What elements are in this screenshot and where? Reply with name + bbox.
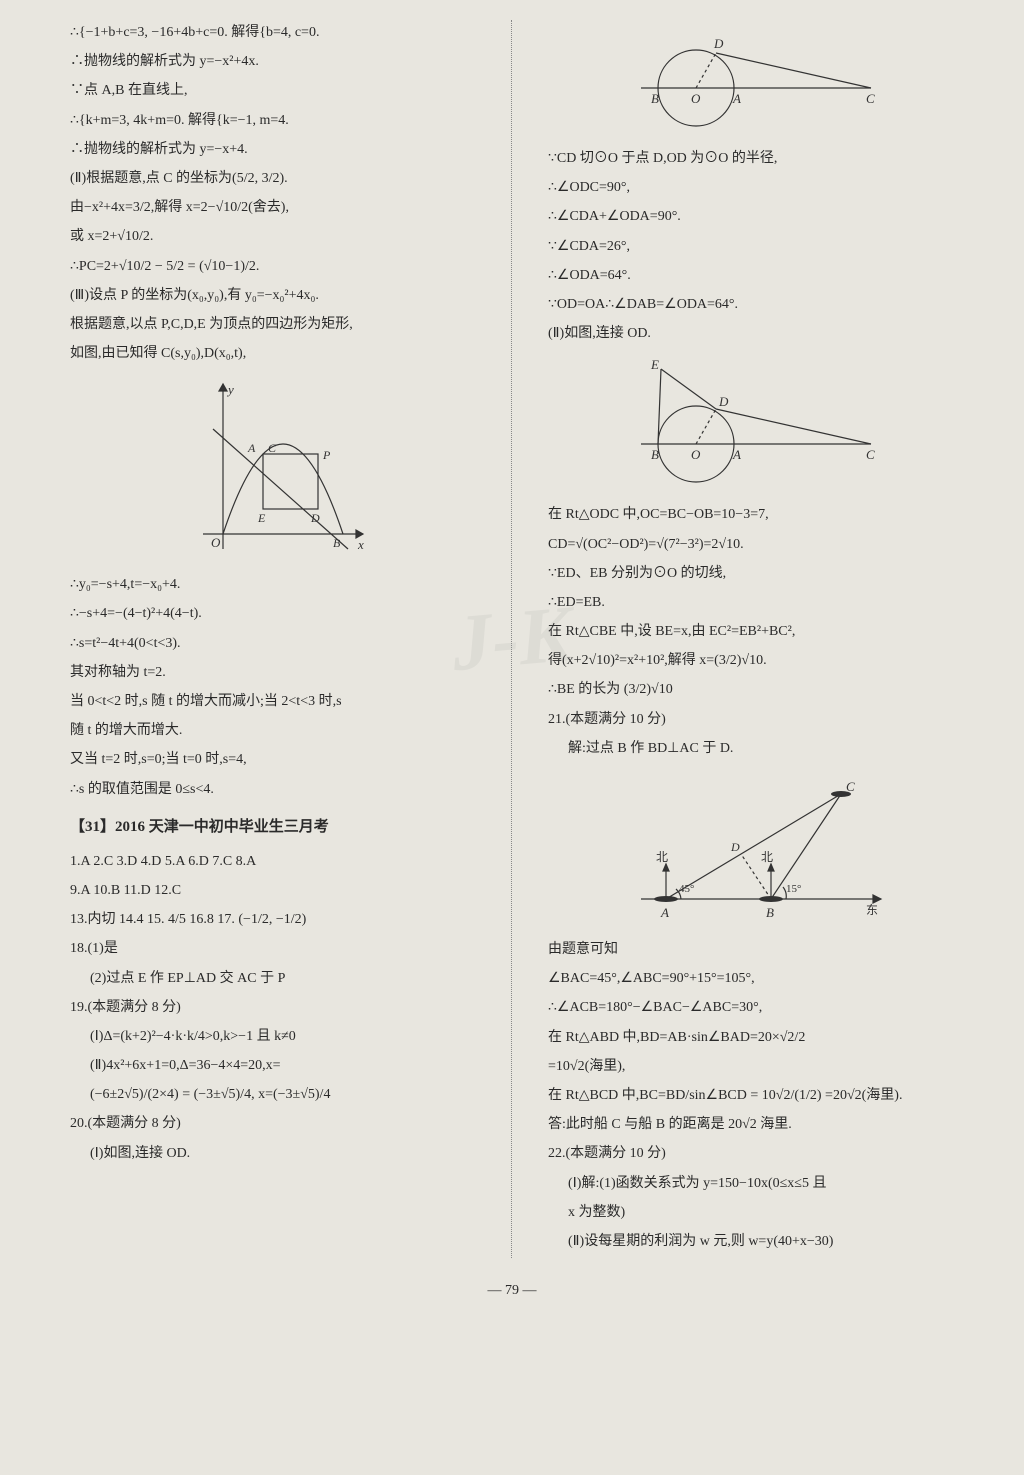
text-line: 解:过点 B 作 BD⊥AC 于 D. — [548, 736, 954, 761]
text-line: 根据题意,以点 P,C,D,E 为顶点的四边形为矩形, — [70, 312, 476, 337]
svg-text:A: A — [732, 91, 741, 106]
text-line: ∴∠CDA+∠ODA=90°. — [548, 204, 954, 229]
svg-text:北: 北 — [656, 850, 668, 864]
text-line: 18.(1)是 — [70, 936, 476, 961]
text-line: ∵点 A,B 在直线上, — [70, 78, 476, 103]
svg-text:45°: 45° — [679, 883, 694, 895]
text-line: ∴ED=EB. — [548, 590, 954, 615]
text-line: (−6±2√5)/(2×4) = (−3±√5)/4, x=(−3±√5)/4 — [70, 1082, 476, 1107]
text-line: ∵∠CDA=26°, — [548, 234, 954, 259]
text-line: ∴PC=2+√10/2 − 5/2 = (√10−1)/2. — [70, 254, 476, 279]
svg-text:C: C — [866, 91, 875, 106]
text-line: 或 x=2+√10/2. — [70, 224, 476, 249]
svg-text:C: C — [866, 447, 875, 462]
text-line: ∴BE 的长为 (3/2)√10 — [548, 677, 954, 702]
text-line: ∵ED、EB 分别为⊙O 的切线, — [548, 561, 954, 586]
text-line: 由题意可知 — [548, 937, 954, 962]
text-line: ∴∠ACB=180°−∠BAC−∠ABC=30°, — [548, 995, 954, 1020]
text-line: (Ⅰ)解:(1)函数关系式为 y=150−10x(0≤x≤5 且 — [548, 1171, 954, 1196]
svg-text:东: 东 — [866, 903, 878, 917]
svg-text:x: x — [357, 537, 364, 552]
text-line: ∴抛物线的解析式为 y=−x+4. — [70, 137, 476, 162]
svg-text:北: 北 — [761, 850, 773, 864]
text-line: CD=√(OC²−OD²)=√(7²−3²)=2√10. — [548, 532, 954, 557]
svg-text:B: B — [651, 447, 659, 462]
triangle-figure: A B C D 北 北 东 45° 15° — [611, 769, 891, 929]
problem-header: 21.(本题满分 10 分) — [548, 707, 954, 732]
text-line: ∵OD=OA∴∠DAB=∠ODA=64°. — [548, 292, 954, 317]
text-line: 答:此时船 C 与船 B 的距离是 20√2 海里. — [548, 1112, 954, 1137]
text-line: 在 Rt△BCD 中,BC=BD/sin∠BCD = 10√2/(1/2) =2… — [548, 1083, 954, 1108]
svg-text:D: D — [730, 840, 740, 854]
svg-text:O: O — [691, 91, 701, 106]
text-line: =10√2(海里), — [548, 1054, 954, 1079]
text-line: ∴{k+m=3, 4k+m=0. 解得{k=−1, m=4. — [70, 108, 476, 133]
svg-text:A: A — [660, 905, 669, 920]
svg-text:D: D — [718, 394, 729, 409]
svg-text:15°: 15° — [786, 883, 801, 895]
circle-figure-1: B O A C D — [621, 28, 881, 138]
text-line: ∴s=t²−4t+4(0<t<3). — [70, 631, 476, 656]
text-line: (Ⅱ)根据题意,点 C 的坐标为(5/2, 3/2). — [70, 166, 476, 191]
text-line: (Ⅲ)设点 P 的坐标为(x₀,y₀),有 y₀=−x₀²+4x₀. — [70, 283, 476, 308]
text-line: x 为整数) — [548, 1200, 954, 1225]
svg-text:B: B — [333, 536, 341, 550]
text-line: 如图,由已知得 C(s,y₀),D(x₀,t), — [70, 341, 476, 366]
text-line: ∴抛物线的解析式为 y=−x²+4x. — [70, 49, 476, 74]
svg-text:C: C — [268, 441, 277, 455]
text-line: 22.(本题满分 10 分) — [548, 1141, 954, 1166]
text-line: 9.A 10.B 11.D 12.C — [70, 878, 476, 903]
column-divider — [511, 20, 513, 1258]
text-line: (Ⅱ)设每星期的利润为 w 元,则 w=y(40+x−30) — [548, 1229, 954, 1254]
text-line: (Ⅱ)4x²+6x+1=0,Δ=36−4×4=20,x= — [70, 1053, 476, 1078]
text-line: (Ⅱ)如图,连接 OD. — [548, 321, 954, 346]
text-line: (Ⅰ)如图,连接 OD. — [70, 1141, 476, 1166]
parabola-figure: y x O A C P E D B — [173, 374, 373, 564]
svg-text:y: y — [226, 382, 234, 397]
text-line: 20.(本题满分 8 分) — [70, 1111, 476, 1136]
text-line: 19.(本题满分 8 分) — [70, 995, 476, 1020]
svg-text:D: D — [310, 511, 320, 525]
text-line: ∵CD 切⊙O 于点 D,OD 为⊙O 的半径, — [548, 146, 954, 171]
text-line: 又当 t=2 时,s=0;当 t=0 时,s=4, — [70, 747, 476, 772]
text-line: ∴{−1+b+c=3, −16+4b+c=0. 解得{b=4, c=0. — [70, 20, 476, 45]
text-line: 随 t 的增大而增大. — [70, 718, 476, 743]
page-number: — 79 — — [0, 1278, 1024, 1303]
svg-text:D: D — [713, 36, 724, 51]
text-line: (2)过点 E 作 EP⊥AD 交 AC 于 P — [70, 966, 476, 991]
text-line: 其对称轴为 t=2. — [70, 660, 476, 685]
circle-figure-2: B O A C D E — [621, 354, 881, 494]
svg-text:A: A — [247, 441, 256, 455]
svg-text:C: C — [846, 779, 855, 794]
text-line: 由−x²+4x=3/2,解得 x=2−√10/2(舍去), — [70, 195, 476, 220]
svg-text:P: P — [322, 448, 331, 462]
svg-text:O: O — [211, 535, 221, 550]
text-line: 在 Rt△CBE 中,设 BE=x,由 EC²=EB²+BC², — [548, 619, 954, 644]
text-line: 得(x+2√10)²=x²+10²,解得 x=(3/2)√10. — [548, 648, 954, 673]
text-line: ∴∠ODC=90°, — [548, 175, 954, 200]
text-line: 当 0<t<2 时,s 随 t 的增大而减小;当 2<t<3 时,s — [70, 689, 476, 714]
text-line: (Ⅰ)Δ=(k+2)²−4·k·k/4>0,k>−1 且 k≠0 — [70, 1024, 476, 1049]
text-line: 13.内切 14.4 15. 4/5 16.8 17. (−1/2, −1/2) — [70, 907, 476, 932]
text-line: ∠BAC=45°,∠ABC=90°+15°=105°, — [548, 966, 954, 991]
svg-text:E: E — [257, 511, 266, 525]
svg-text:E: E — [650, 357, 659, 372]
svg-text:B: B — [766, 905, 774, 920]
svg-text:B: B — [651, 91, 659, 106]
text-line: ∴∠ODA=64°. — [548, 263, 954, 288]
left-column: ∴{−1+b+c=3, −16+4b+c=0. 解得{b=4, c=0. ∴抛物… — [60, 20, 486, 1258]
svg-text:O: O — [691, 447, 701, 462]
text-line: 在 Rt△ABD 中,BD=AB·sin∠BAD=20×√2/2 — [548, 1025, 954, 1050]
text-line: ∴−s+4=−(4−t)²+4(4−t). — [70, 601, 476, 626]
text-line: ∴s 的取值范围是 0≤s<4. — [70, 777, 476, 802]
text-line: 在 Rt△ODC 中,OC=BC−OB=10−3=7, — [548, 502, 954, 527]
text-line: ∴y₀=−s+4,t=−x₀+4. — [70, 572, 476, 597]
svg-text:A: A — [732, 447, 741, 462]
right-column: B O A C D ∵CD 切⊙O 于点 D,OD 为⊙O 的半径, ∴∠ODC… — [538, 20, 964, 1258]
section-heading: 【31】2016 天津一中初中毕业生三月考 — [70, 814, 476, 841]
text-line: 1.A 2.C 3.D 4.D 5.A 6.D 7.C 8.A — [70, 849, 476, 874]
